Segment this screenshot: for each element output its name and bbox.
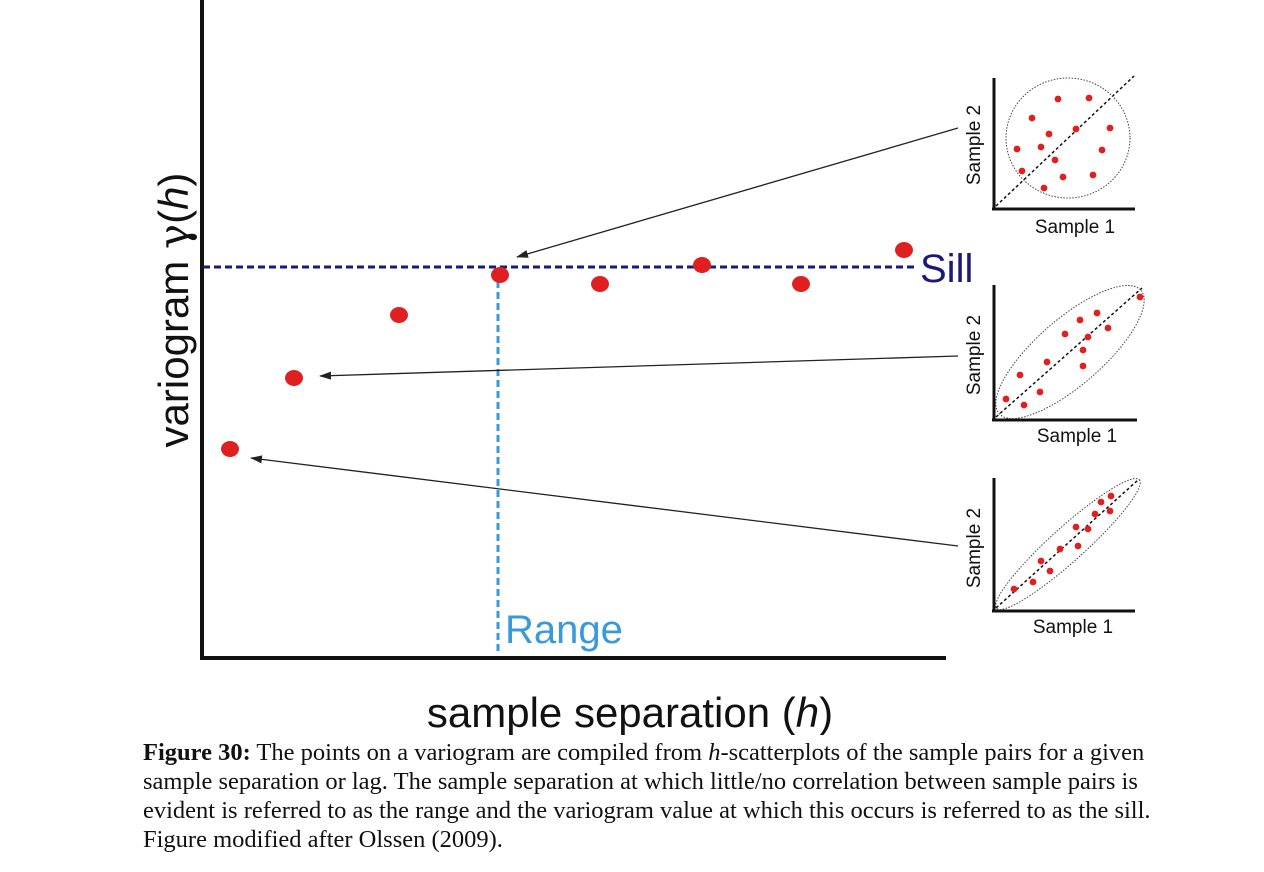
- variogram-figure: Sill Range variogram γ(h) sample separat…: [149, 0, 1145, 735]
- variogram-point: [895, 242, 913, 258]
- scatter-point: [1028, 114, 1036, 122]
- inset-scatterplot-bottom: Sample 1 Sample 2: [964, 478, 1141, 638]
- scatter-point: [1013, 145, 1021, 153]
- arrow-bottom-inset: [250, 455, 959, 547]
- scatter-point: [1043, 358, 1051, 366]
- scatter-point: [1056, 545, 1064, 553]
- scatter-point: [1040, 184, 1048, 192]
- variogram-point: [285, 370, 303, 386]
- scatter-point: [1018, 167, 1026, 175]
- range-label: Range: [505, 608, 623, 652]
- inset-scatterplot-middle: Sample 1 Sample 2: [964, 284, 1145, 447]
- scatter-points: [1013, 94, 1114, 192]
- inset-x-label: Sample 1: [1037, 426, 1117, 447]
- scatter-point: [1085, 94, 1093, 102]
- inset-x-label: Sample 1: [1035, 217, 1115, 238]
- variogram-point: [792, 276, 810, 292]
- scatter-point: [1072, 523, 1080, 531]
- one-to-one-line: [995, 479, 1139, 609]
- scatter-point: [1097, 498, 1105, 506]
- scatter-point: [1079, 346, 1087, 354]
- inset-y-label: Sample 2: [964, 315, 985, 395]
- scatter-point: [1098, 146, 1106, 154]
- scatter-points: [1002, 293, 1144, 409]
- scatter-point: [1106, 124, 1114, 132]
- inset-x-label: Sample 1: [1033, 617, 1113, 638]
- y-axis-label: variogram γ(h): [149, 173, 198, 448]
- scatter-point: [1061, 330, 1069, 338]
- scatter-point: [1084, 525, 1092, 533]
- scatter-points: [1010, 492, 1115, 593]
- arrow-top-inset: [516, 127, 959, 258]
- scatter-point: [1029, 578, 1037, 586]
- scatter-point: [1076, 316, 1084, 324]
- scatter-point: [1051, 156, 1059, 164]
- sill-label: Sill: [920, 247, 973, 291]
- scatter-point: [1037, 143, 1045, 151]
- scatter-point: [1106, 507, 1114, 515]
- caption-text-h: h: [708, 739, 721, 766]
- variogram-point: [693, 257, 711, 273]
- scatter-point: [1010, 585, 1018, 593]
- scatter-point: [1089, 171, 1097, 179]
- variogram-point: [491, 267, 509, 283]
- scatter-point: [1136, 293, 1144, 301]
- caption-text-1: The points on a variogram are compiled f…: [250, 739, 709, 766]
- scatter-point: [1045, 130, 1053, 138]
- inset-scatterplot-top: Sample 1 Sample 2: [964, 75, 1135, 238]
- x-axis-label: sample separation (h): [427, 689, 833, 735]
- variogram-point: [591, 276, 609, 292]
- caption-text-2: -scatterplots of the sample pairs for a …: [143, 739, 1151, 853]
- arrow-middle-inset: [319, 355, 959, 380]
- variogram-point: [390, 307, 408, 323]
- one-to-one-line: [995, 75, 1135, 207]
- scatter-point: [1037, 557, 1045, 565]
- data-envelope: [1005, 77, 1131, 199]
- scatter-point: [1020, 401, 1028, 409]
- variogram-point: [221, 441, 239, 457]
- inset-y-label: Sample 2: [964, 105, 985, 185]
- data-envelope: [995, 284, 1145, 420]
- scatter-point: [1072, 125, 1080, 133]
- scatter-point: [1104, 324, 1112, 332]
- figure-caption: Figure 30: The points on a variogram are…: [143, 738, 1158, 854]
- scatter-point: [1107, 492, 1115, 500]
- scatter-point: [1079, 362, 1087, 370]
- scatter-point: [1002, 395, 1010, 403]
- figure-number: Figure 30:: [143, 739, 251, 766]
- data-envelope: [995, 478, 1141, 610]
- scatter-point: [1036, 388, 1044, 396]
- one-to-one-line: [995, 287, 1143, 418]
- scatter-point: [1093, 309, 1101, 317]
- scatter-point: [1084, 333, 1092, 341]
- scatter-point: [1059, 173, 1067, 181]
- scatter-point: [1046, 567, 1054, 575]
- scatter-point: [1016, 371, 1024, 379]
- variogram-points: [221, 242, 913, 457]
- scatter-point: [1091, 510, 1099, 518]
- scatter-point: [1074, 542, 1082, 550]
- scatter-point: [1054, 95, 1062, 103]
- inset-y-label: Sample 2: [964, 508, 985, 588]
